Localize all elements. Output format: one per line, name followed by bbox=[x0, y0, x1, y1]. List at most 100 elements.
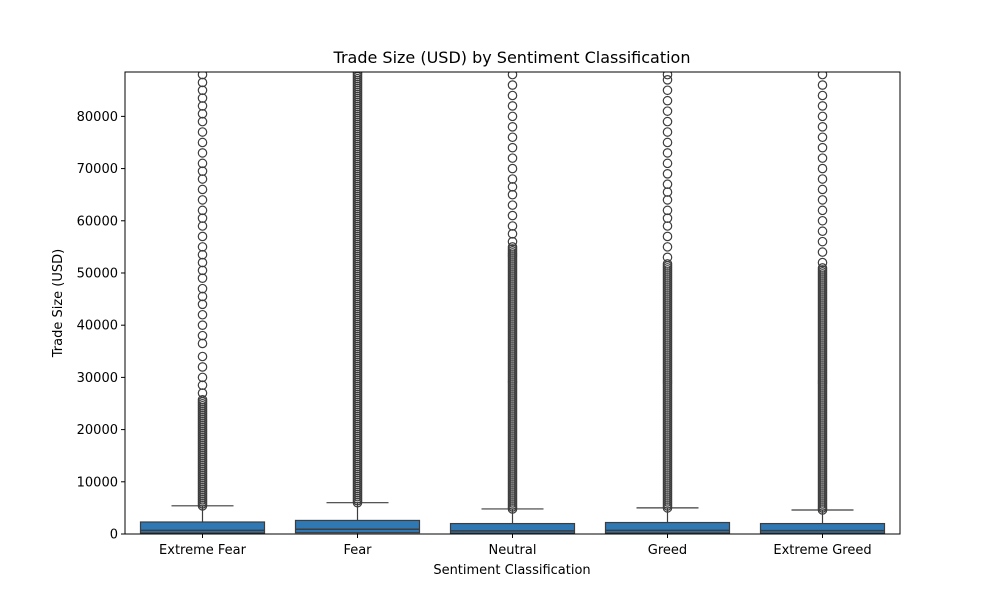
box-group bbox=[604, 72, 731, 534]
outlier-point bbox=[197, 330, 208, 341]
box-group bbox=[139, 72, 266, 534]
y-tick-label: 0 bbox=[110, 528, 118, 543]
outlier-point bbox=[817, 236, 828, 247]
outlier-point bbox=[197, 158, 208, 169]
outlier-point bbox=[662, 213, 673, 223]
x-tick-label: Fear bbox=[343, 543, 372, 558]
outlier-point bbox=[662, 137, 673, 148]
outlier-point bbox=[507, 111, 518, 122]
x-axis: Extreme Fear Fear Neutral Greed Extreme Gree… bbox=[159, 534, 872, 558]
outlier-point bbox=[817, 263, 828, 273]
box bbox=[604, 521, 731, 534]
box bbox=[139, 521, 266, 534]
box-group bbox=[449, 72, 576, 534]
y-tick-label: 60000 bbox=[77, 214, 118, 229]
outlier-point bbox=[507, 229, 518, 239]
outlier-point bbox=[507, 72, 518, 80]
outlier-point bbox=[817, 215, 828, 226]
outlier-point bbox=[662, 116, 673, 127]
outlier-point bbox=[197, 291, 208, 302]
x-tick-label: Extreme Fear bbox=[159, 543, 247, 558]
outlier-point bbox=[817, 163, 828, 174]
outlier-point bbox=[197, 148, 208, 158]
outlier-point bbox=[197, 273, 208, 284]
outlier-point bbox=[197, 195, 208, 205]
outlier-point bbox=[507, 142, 518, 153]
outlier-point bbox=[507, 163, 518, 174]
outlier-point bbox=[817, 90, 828, 101]
outlier-point bbox=[817, 195, 828, 205]
outlier-point bbox=[507, 80, 518, 90]
outlier-point bbox=[197, 249, 208, 260]
outlier-point bbox=[197, 72, 208, 80]
outlier-point bbox=[197, 265, 208, 276]
outlier-point bbox=[662, 95, 673, 106]
outlier-point bbox=[507, 153, 518, 163]
box-group bbox=[759, 72, 886, 534]
outlier-point bbox=[507, 122, 518, 132]
outlier-point bbox=[662, 221, 673, 231]
outlier-point bbox=[662, 148, 673, 158]
chart-title: Trade Size (USD) by Sentiment Classifica… bbox=[333, 48, 691, 67]
outlier-point bbox=[197, 166, 208, 176]
outlier-point bbox=[197, 85, 208, 96]
outlier-point bbox=[197, 205, 208, 216]
outlier-point bbox=[197, 77, 208, 88]
outlier-point bbox=[197, 174, 208, 184]
y-tick-label: 80000 bbox=[77, 110, 118, 125]
outlier-point bbox=[197, 231, 208, 242]
outlier-point bbox=[507, 189, 518, 200]
x-tick-label: Neutral bbox=[489, 543, 537, 558]
outlier-point bbox=[197, 93, 208, 103]
outlier-point bbox=[817, 184, 828, 195]
outlier-point bbox=[197, 309, 208, 320]
outlier-point bbox=[197, 395, 208, 405]
outlier-point bbox=[817, 142, 828, 153]
y-tick-label: 70000 bbox=[77, 162, 118, 177]
outlier-point bbox=[197, 257, 208, 268]
outlier-point bbox=[197, 338, 208, 349]
outlier-point bbox=[507, 90, 518, 101]
y-tick-label: 50000 bbox=[77, 266, 118, 281]
outlier-point bbox=[197, 213, 208, 223]
outlier-point bbox=[817, 257, 828, 268]
outlier-point bbox=[662, 242, 673, 252]
outlier-point bbox=[197, 299, 208, 310]
outlier-point bbox=[817, 122, 828, 132]
outlier-point bbox=[197, 320, 208, 330]
outlier-point bbox=[817, 111, 828, 122]
box bbox=[759, 522, 886, 534]
outlier-point bbox=[197, 116, 208, 127]
outlier-point bbox=[507, 132, 518, 143]
outlier-point bbox=[662, 205, 673, 216]
outlier-point bbox=[662, 127, 673, 137]
outlier-point bbox=[662, 252, 673, 263]
outlier-point bbox=[197, 127, 208, 137]
outlier-point bbox=[197, 108, 208, 119]
outlier-point bbox=[662, 106, 673, 116]
plot-area bbox=[139, 72, 886, 534]
outlier-point bbox=[662, 158, 673, 169]
outlier-point bbox=[197, 351, 208, 362]
outlier-point bbox=[817, 132, 828, 143]
box bbox=[294, 519, 421, 534]
outlier-point bbox=[507, 174, 518, 184]
outlier-point bbox=[817, 153, 828, 163]
outlier-point bbox=[507, 221, 518, 231]
outlier-point bbox=[817, 247, 828, 257]
outlier-point bbox=[817, 101, 828, 111]
outlier-point bbox=[662, 231, 673, 242]
outlier-point bbox=[197, 101, 208, 111]
outlier-point bbox=[197, 372, 208, 383]
box bbox=[449, 522, 576, 534]
y-tick-label: 20000 bbox=[77, 423, 118, 438]
outlier-point bbox=[662, 187, 673, 197]
outlier-point bbox=[817, 226, 828, 237]
outlier-point bbox=[662, 75, 673, 85]
outlier-point bbox=[662, 72, 673, 80]
outlier-point bbox=[197, 221, 208, 231]
outlier-point bbox=[662, 259, 673, 269]
outlier-point bbox=[817, 205, 828, 216]
outlier-point bbox=[507, 182, 518, 192]
